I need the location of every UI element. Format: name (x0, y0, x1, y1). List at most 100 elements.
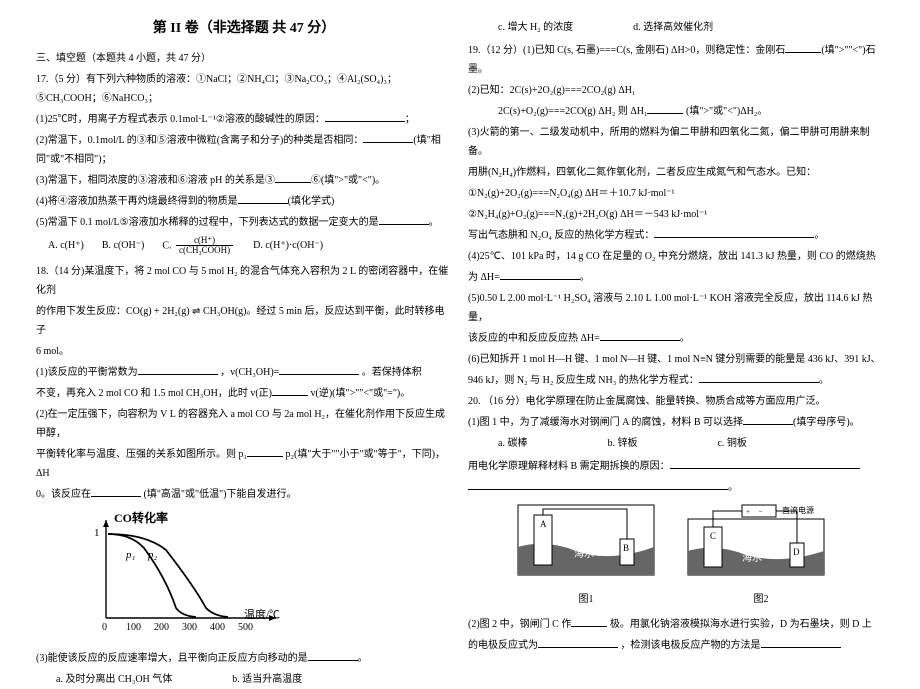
q20-p2d: ，检测该电极反应产物的方法是 (621, 640, 761, 651)
svg-text:400: 400 (210, 622, 225, 633)
q19-p5b: 该反应的中和反应反应热 ΔH= (468, 333, 600, 344)
q17-p5: (5)常温下 0.1 mol/L⑤溶液加水稀释的过程中，下列表达式的数据一定变大… (36, 213, 452, 232)
q19-p3c: 写出气态肼和 N₂O₄ 反应的热化学方程式：。 (468, 226, 884, 245)
blank (647, 103, 683, 114)
q17-options: A. c(H⁺) B. c(OH⁻) C. c(H⁺) c(CH₃COOH) D… (48, 236, 452, 257)
q17-optC-label: C. (162, 240, 171, 251)
q17-p4b: (填化学式) (288, 196, 335, 207)
q18-stem1: 18.（14 分)某温度下，将 2 mol CO 与 5 mol H₂ 的混合气… (36, 262, 452, 300)
q17-p1: (1)25℃时，用离子方程式表示 0.1mol·L⁻¹②溶液的酸碱性的原因：； (36, 110, 452, 129)
q20-p1b: (填字母序号)。 (793, 417, 860, 428)
blank (699, 372, 819, 383)
q17-optC: C. c(H⁺) c(CH₃COOH) (162, 236, 235, 257)
q17-optD: D. c(H⁺)·c(OH⁻) (253, 236, 323, 255)
q18-optA: a. 及时分离出 CH₃OH 气体 (56, 670, 172, 689)
blank (138, 364, 218, 375)
blank (363, 132, 413, 143)
chart-title: CO转化率 (114, 510, 168, 525)
q19-p2b-line: 2C(s)+O₂(g)===2CO(g) ΔH₂ 则 ΔH₁ (填">"或"<"… (468, 102, 884, 121)
fig2-dc-label: 直流电源 (782, 505, 814, 515)
q18-p2-line2: 平衡转化率与温度、压强的关系如图所示。则 p₁ p₂(填"大于""小于"或"等于… (36, 445, 452, 483)
q18-stem2: 的作用下发生反应：CO(g) + 2H₂(g) ⇌ CH₃OH(g)。经过 5 … (36, 302, 452, 340)
q18-options-ab: a. 及时分离出 CH₃OH 气体 b. 适当升高温度 (56, 670, 452, 689)
fig1-caption: 图1 (516, 590, 656, 609)
q19-p2b: 2C(s)+O₂(g)===2CO(g) ΔH₂ 则 ΔH₁ (498, 106, 647, 117)
q19-p6b: 946 kJ，则 N₂ 与 H₂ 反应生成 NH₃ 的热化学方程式： (468, 375, 699, 386)
blank (468, 479, 728, 490)
figure-1: A B 海水 图1 (516, 503, 656, 609)
q19-p3a: (3)火箭的第一、二级发动机中，所用的燃料为偏二甲肼和四氧化二氮，偏二甲肼可用肼… (468, 123, 884, 161)
blank (538, 637, 618, 648)
q18-p2b: 平衡转化率与温度、压强的关系如图所示。则 p₁ (36, 449, 247, 460)
q18-p1b: ，v(CH₃OH)= (220, 367, 279, 378)
blank (670, 458, 860, 469)
q19-p5b-line: 该反应的中和反应反应热 ΔH=。 (468, 329, 884, 348)
svg-text:200: 200 (154, 622, 169, 633)
q20-p2-line2: 的电极反应式为 ，检测该电极反应产物的方法是 (468, 636, 884, 655)
q17-p2: (2)常温下，0.1mol/L 的③和⑤溶液中微粒(含离子和分子)的种类是否相同… (36, 131, 452, 169)
q19-p6c: 。 (819, 375, 829, 386)
fig1-svg: A B 海水 (516, 503, 656, 583)
svg-text:0: 0 (102, 622, 107, 633)
svg-text:C: C (710, 531, 716, 541)
q20-p1a: (1)图 1 中，为了减缓海水对钢闸门 A 的腐蚀，材料 B 可以选择 (468, 417, 743, 428)
q19-p4a: (4)25℃、101 kPa 时，14 g CO 在足量的 O₂ 中充分燃烧，放… (468, 247, 884, 266)
q18-p3-text: (3)能使该反应的反应速率增大，且平衡向正反应方向移动的是 (36, 653, 308, 664)
fraction: c(H⁺) c(CH₃COOH) (176, 236, 233, 257)
blank (571, 616, 607, 627)
q20-stem: 20. （16 分）电化学原理在防止金属腐蚀、能量转换、物质合成等方面应用广泛。 (468, 392, 884, 411)
figure-2: C D + − 直流电源 海水 图2 (686, 503, 836, 609)
q20-p2a: (2)图 2 中，钢闸门 C 作 (468, 619, 571, 630)
q18-p1d: 不变，再充入 2 mol CO 和 1.5 mol CH₃OH，此时 v(正) (36, 388, 272, 399)
q20-p2-line1: (2)图 2 中，钢闸门 C 作 极。用氯化钠溶液模拟海水进行实验，D 为石墨块… (468, 615, 884, 634)
q17-optB: B. c(OH⁻) (102, 236, 145, 255)
series-p1: p₁ (125, 549, 136, 561)
q17-stem: 17.（5 分）有下列六种物质的溶液：①NaCl；②NH₄Cl；③Na₂CO₃；… (36, 70, 452, 108)
right-column: c. 增大 H₂ 的浓度 d. 选择高效催化剂 19.（12 分）(1)已知 C… (460, 16, 892, 638)
svg-text:B: B (623, 543, 629, 553)
q17-p4a: (4)将④溶液加热蒸干再灼烧最终得到的物质是 (36, 196, 238, 207)
q19-eq2: ②N₂H₄(g)+O₂(g)===N₂(g)+2H₂O(g) ΔH＝－543 k… (468, 205, 884, 224)
q18-p1c: 。若保持体积 (362, 367, 422, 378)
q20-p2c: 的电极反应式为 (468, 640, 538, 651)
fig2-sea-label: 海水 (742, 551, 762, 564)
q20-p1c: 用电化学原理解释材料 B 需定期拆换的原因： (468, 461, 670, 472)
q18-stem3: 6 mol。 (36, 342, 452, 361)
q19-p6a: (6)已知拆开 1 mol H—H 键、1 mol N—H 键、1 mol N≡… (468, 350, 884, 369)
y-tick-1: 1 (94, 527, 100, 539)
q19-eq1: ①N₂(g)+2O₂(g)===N₂O₄(g) ΔH＝＋10.7 kJ·mol⁻… (468, 184, 884, 203)
section3-heading: 三、填空题（本题共 4 小题，共 47 分） (36, 49, 452, 68)
q19-stem: 19.（12 分）(1)已知 C(s, 石墨)===C(s, 金刚石) ΔH>0… (468, 41, 884, 79)
q20-p2b: 极。用氯化钠溶液模拟海水进行实验，D 为石墨块，则 D 上 (610, 619, 872, 630)
blank (325, 111, 405, 122)
q17-p3: (3)常温下，相同浓度的③溶液和⑥溶液 pH 的关系是③ ⑥(填">"或"<")。 (36, 171, 452, 190)
q19-stem-a: 19.（12 分）(1)已知 C(s, 石墨)===C(s, 金刚石) ΔH>0… (468, 45, 785, 56)
q19-p2c: (填">"或"<")ΔH₂。 (686, 106, 767, 117)
q17-p3b: ⑥(填">"或"<")。 (311, 175, 385, 186)
blank (761, 637, 841, 648)
blank (308, 650, 358, 661)
part2-title: 第 II 卷（非选择题 共 47 分） (36, 16, 452, 43)
q20-figures: A B 海水 图1 C D + − (468, 503, 884, 609)
q17-optA: A. c(H⁺) (48, 236, 84, 255)
svg-text:100: 100 (126, 622, 141, 633)
blank (500, 269, 580, 280)
blank (600, 330, 680, 341)
svg-text:500: 500 (238, 622, 253, 633)
curve-p1 (108, 534, 196, 617)
q20-p1c-line: 用电化学原理解释材料 B 需定期拆换的原因： (468, 457, 884, 476)
q18-p1-line2: 不变，再充入 2 mol CO 和 1.5 mol CH₃OH，此时 v(正) … (36, 384, 452, 403)
blank (91, 486, 141, 497)
q20-options: a. 碳棒 b. 锌板 c. 铜板 (498, 434, 884, 453)
fig1-sea-label: 海水 (574, 547, 594, 560)
q17-p3a: (3)常温下，相同浓度的③溶液和⑥溶液 pH 的关系是③ (36, 175, 275, 186)
fig2-caption: 图2 (686, 590, 836, 609)
q19-p3b: 用肼(N₂H₄)作燃料，四氧化二氮作氧化剂，二者反应生成氮气和气态水。已知： (468, 163, 884, 182)
q18-p2e: (填"高温"或"低温")下能自发进行。 (144, 489, 297, 500)
q18-p3: (3)能使该反应的反应速率增大，且平衡向正反应方向移动的是。 (36, 649, 452, 668)
q19-p4b: 为 ΔH= (468, 272, 500, 283)
q20-optA: a. 碳棒 (498, 434, 527, 453)
q18-p1e: v(逆)(填">""<"或"=")。 (311, 388, 411, 399)
blank (238, 193, 288, 204)
q20-p1d: 。 (728, 482, 738, 493)
